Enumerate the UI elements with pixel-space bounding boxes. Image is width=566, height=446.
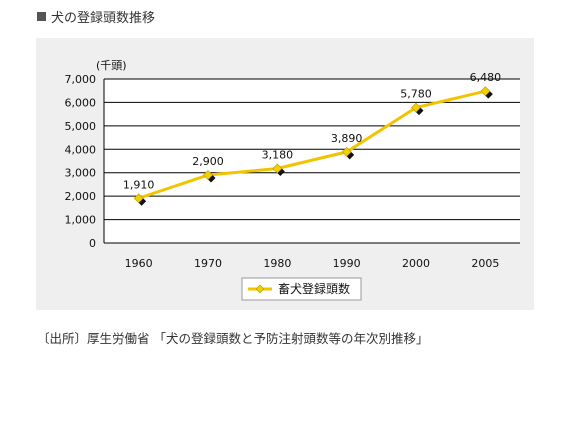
x-tick-label: 1970	[194, 257, 222, 270]
source-note: 〔出所〕厚生労働省 「犬の登録頭数と予防注射頭数等の年次別推移」	[37, 331, 429, 346]
data-label: 3,890	[331, 132, 363, 145]
data-label: 2,900	[192, 155, 224, 168]
data-label: 6,480	[470, 71, 502, 84]
x-tick-label: 1960	[125, 257, 153, 270]
legend-marker	[255, 284, 265, 294]
data-point	[203, 170, 213, 180]
y-tick-label: 4,000	[65, 143, 97, 156]
x-tick-label: 2000	[402, 257, 430, 270]
series-line	[138, 89, 486, 200]
y-tick-label: 3,000	[65, 167, 97, 180]
data-point	[133, 193, 144, 204]
legend-label: 畜犬登録頭数	[278, 281, 350, 296]
legend-box	[241, 277, 362, 301]
data-label: 5,780	[400, 88, 432, 101]
data-point	[341, 146, 352, 157]
data-point	[480, 86, 491, 97]
x-tick-label: 1990	[333, 257, 361, 270]
data-point	[272, 163, 283, 174]
heading-text: 犬の登録頭数推移	[51, 11, 156, 26]
heading-square-icon	[37, 12, 46, 21]
y-tick-label: 2,000	[65, 190, 97, 203]
data-label: 3,180	[262, 148, 294, 161]
data-label: 1,910	[123, 178, 155, 191]
x-tick-label: 2005	[471, 257, 499, 270]
y-tick-label: 7,000	[65, 73, 97, 86]
chart-heading: 犬の登録頭数推移	[37, 7, 155, 26]
data-point	[411, 102, 421, 113]
y-tick-label: 0	[89, 237, 96, 250]
y-tick-label: 6,000	[65, 96, 97, 109]
y-tick-label: 1,000	[65, 214, 97, 227]
y-axis-unit-label: (千頭)	[96, 59, 127, 72]
x-tick-label: 1980	[263, 257, 291, 270]
y-tick-label: 5,000	[65, 120, 97, 133]
